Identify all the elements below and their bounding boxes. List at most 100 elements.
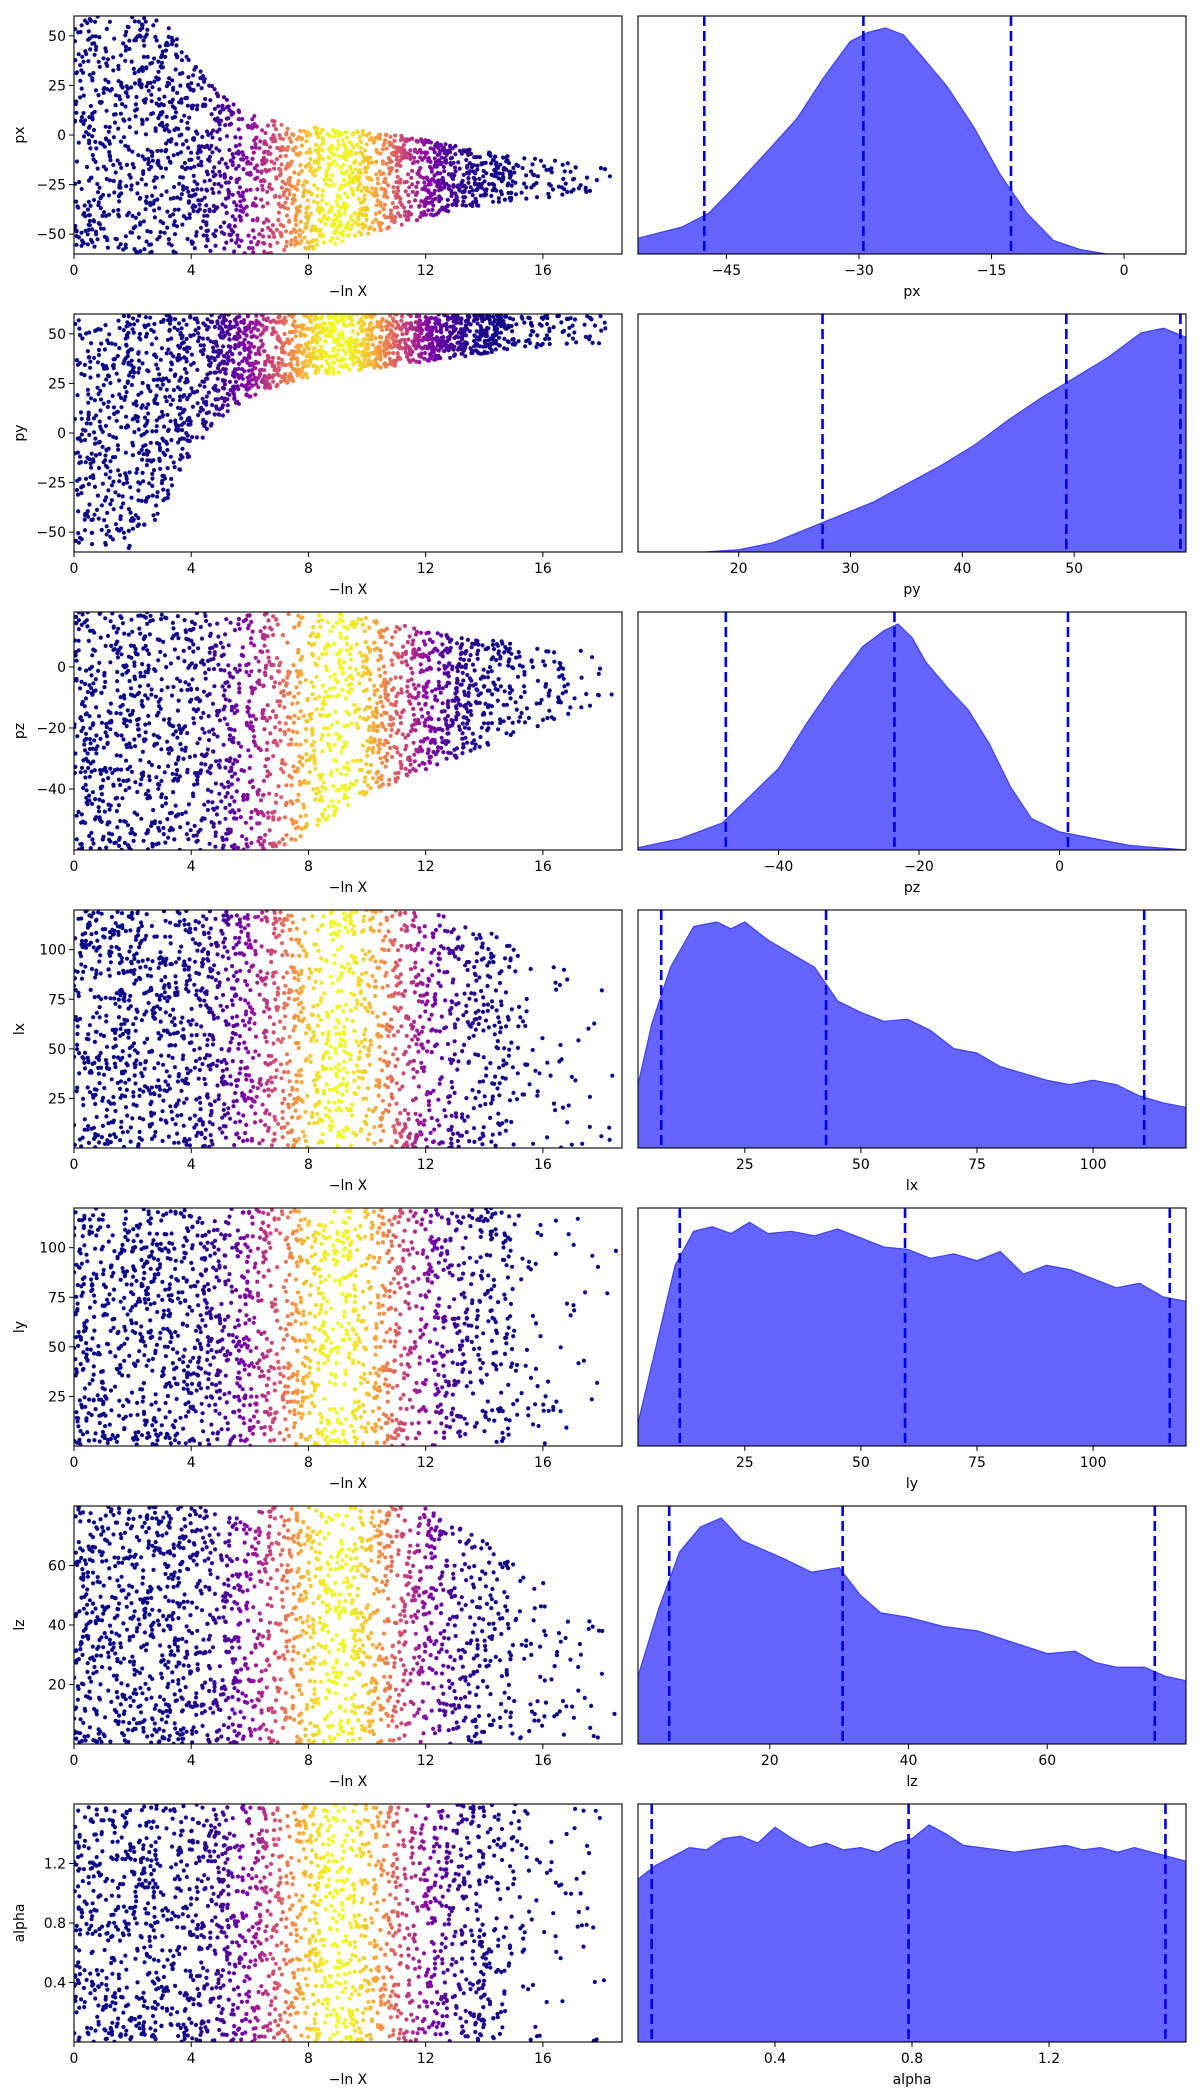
sample-point: [222, 231, 227, 236]
sample-point: [442, 169, 447, 174]
sample-point: [349, 318, 354, 323]
sample-point: [230, 352, 235, 357]
sample-point: [234, 315, 239, 320]
sample-point: [391, 189, 396, 194]
sample-point: [231, 359, 236, 365]
sample-point: [150, 60, 155, 65]
sample-point: [133, 215, 138, 220]
sample-point: [289, 139, 294, 144]
sample-point: [179, 58, 185, 63]
sample-point: [136, 370, 141, 375]
sample-point: [187, 392, 192, 398]
sample-point: [463, 195, 468, 200]
sample-point: [437, 149, 443, 154]
sample-point: [417, 763, 422, 768]
sample-point: [467, 189, 472, 195]
sample-point: [186, 126, 191, 131]
x-tick-label: 8: [304, 263, 313, 279]
sample-point: [116, 66, 121, 72]
sample-point: [419, 211, 424, 216]
sample-point: [377, 738, 382, 743]
sample-point: [370, 186, 375, 191]
sample-point: [369, 337, 374, 342]
sample-point: [226, 191, 232, 196]
sample-point: [144, 194, 149, 199]
sample-point: [306, 345, 311, 350]
sample-point: [90, 134, 95, 139]
sample-point: [303, 225, 308, 230]
sample-point: [416, 168, 421, 174]
sample-point: [546, 191, 551, 196]
sample-point: [224, 116, 229, 121]
sample-point: [359, 767, 364, 773]
sample-point: [163, 395, 168, 400]
sample-point: [190, 106, 195, 111]
sample-point: [354, 142, 360, 148]
sample-point: [208, 319, 213, 324]
sample-point: [121, 135, 127, 140]
sample-point: [248, 320, 253, 325]
sample-point: [77, 435, 82, 441]
sample-point: [104, 734, 110, 739]
sample-point: [101, 90, 106, 95]
sample-point: [467, 329, 472, 334]
sample-point: [210, 402, 215, 408]
sample-point: [424, 150, 430, 155]
sample-point: [164, 141, 169, 146]
x-tick-label: 0: [1120, 263, 1129, 279]
sample-point: [481, 168, 486, 174]
sample-point: [159, 792, 164, 797]
sample-point: [80, 612, 85, 617]
sample-point: [354, 348, 359, 353]
sample-point: [190, 404, 195, 409]
sample-point: [308, 318, 313, 323]
sample-point: [353, 354, 358, 359]
sample-point: [242, 337, 247, 342]
sample-point: [295, 700, 300, 706]
sample-point: [263, 130, 268, 136]
sample-point: [236, 163, 241, 169]
sample-point: [152, 321, 157, 327]
sample-point: [437, 194, 442, 199]
sample-point: [267, 167, 272, 173]
sample-point: [137, 366, 142, 371]
sample-point: [141, 169, 146, 174]
sample-point: [172, 106, 177, 111]
sample-point: [186, 802, 191, 807]
sample-point: [311, 346, 317, 351]
sample-point: [425, 200, 430, 206]
sample-point: [204, 426, 209, 431]
sample-point: [395, 711, 400, 717]
sample-point: [245, 123, 250, 128]
sample-point: [210, 150, 215, 155]
sample-point: [322, 240, 327, 245]
sample-point: [102, 685, 107, 690]
sample-point: [166, 379, 171, 384]
sample-point: [103, 643, 108, 649]
sample-point: [118, 782, 123, 788]
sample-point: [84, 164, 90, 170]
sample-point: [116, 212, 121, 217]
sample-point: [178, 150, 184, 155]
sample-point: [141, 479, 146, 484]
sample-point: [98, 388, 103, 393]
sample-point: [131, 838, 136, 844]
sample-point: [222, 174, 228, 179]
sample-point: [498, 189, 504, 194]
sample-point: [327, 321, 332, 326]
sample-point: [206, 325, 211, 330]
sample-point: [136, 235, 141, 240]
sample-point: [278, 738, 283, 744]
sample-point: [542, 164, 547, 169]
sample-point: [320, 349, 325, 354]
sample-point: [180, 164, 185, 170]
sample-point: [255, 187, 260, 192]
sample-point: [528, 333, 533, 338]
sample-point: [493, 154, 498, 159]
sample-point: [96, 668, 101, 674]
sample-point: [139, 117, 145, 122]
sample-point: [370, 342, 375, 347]
sample-point: [164, 351, 169, 356]
sample-point: [108, 158, 113, 163]
sample-point: [210, 169, 215, 174]
